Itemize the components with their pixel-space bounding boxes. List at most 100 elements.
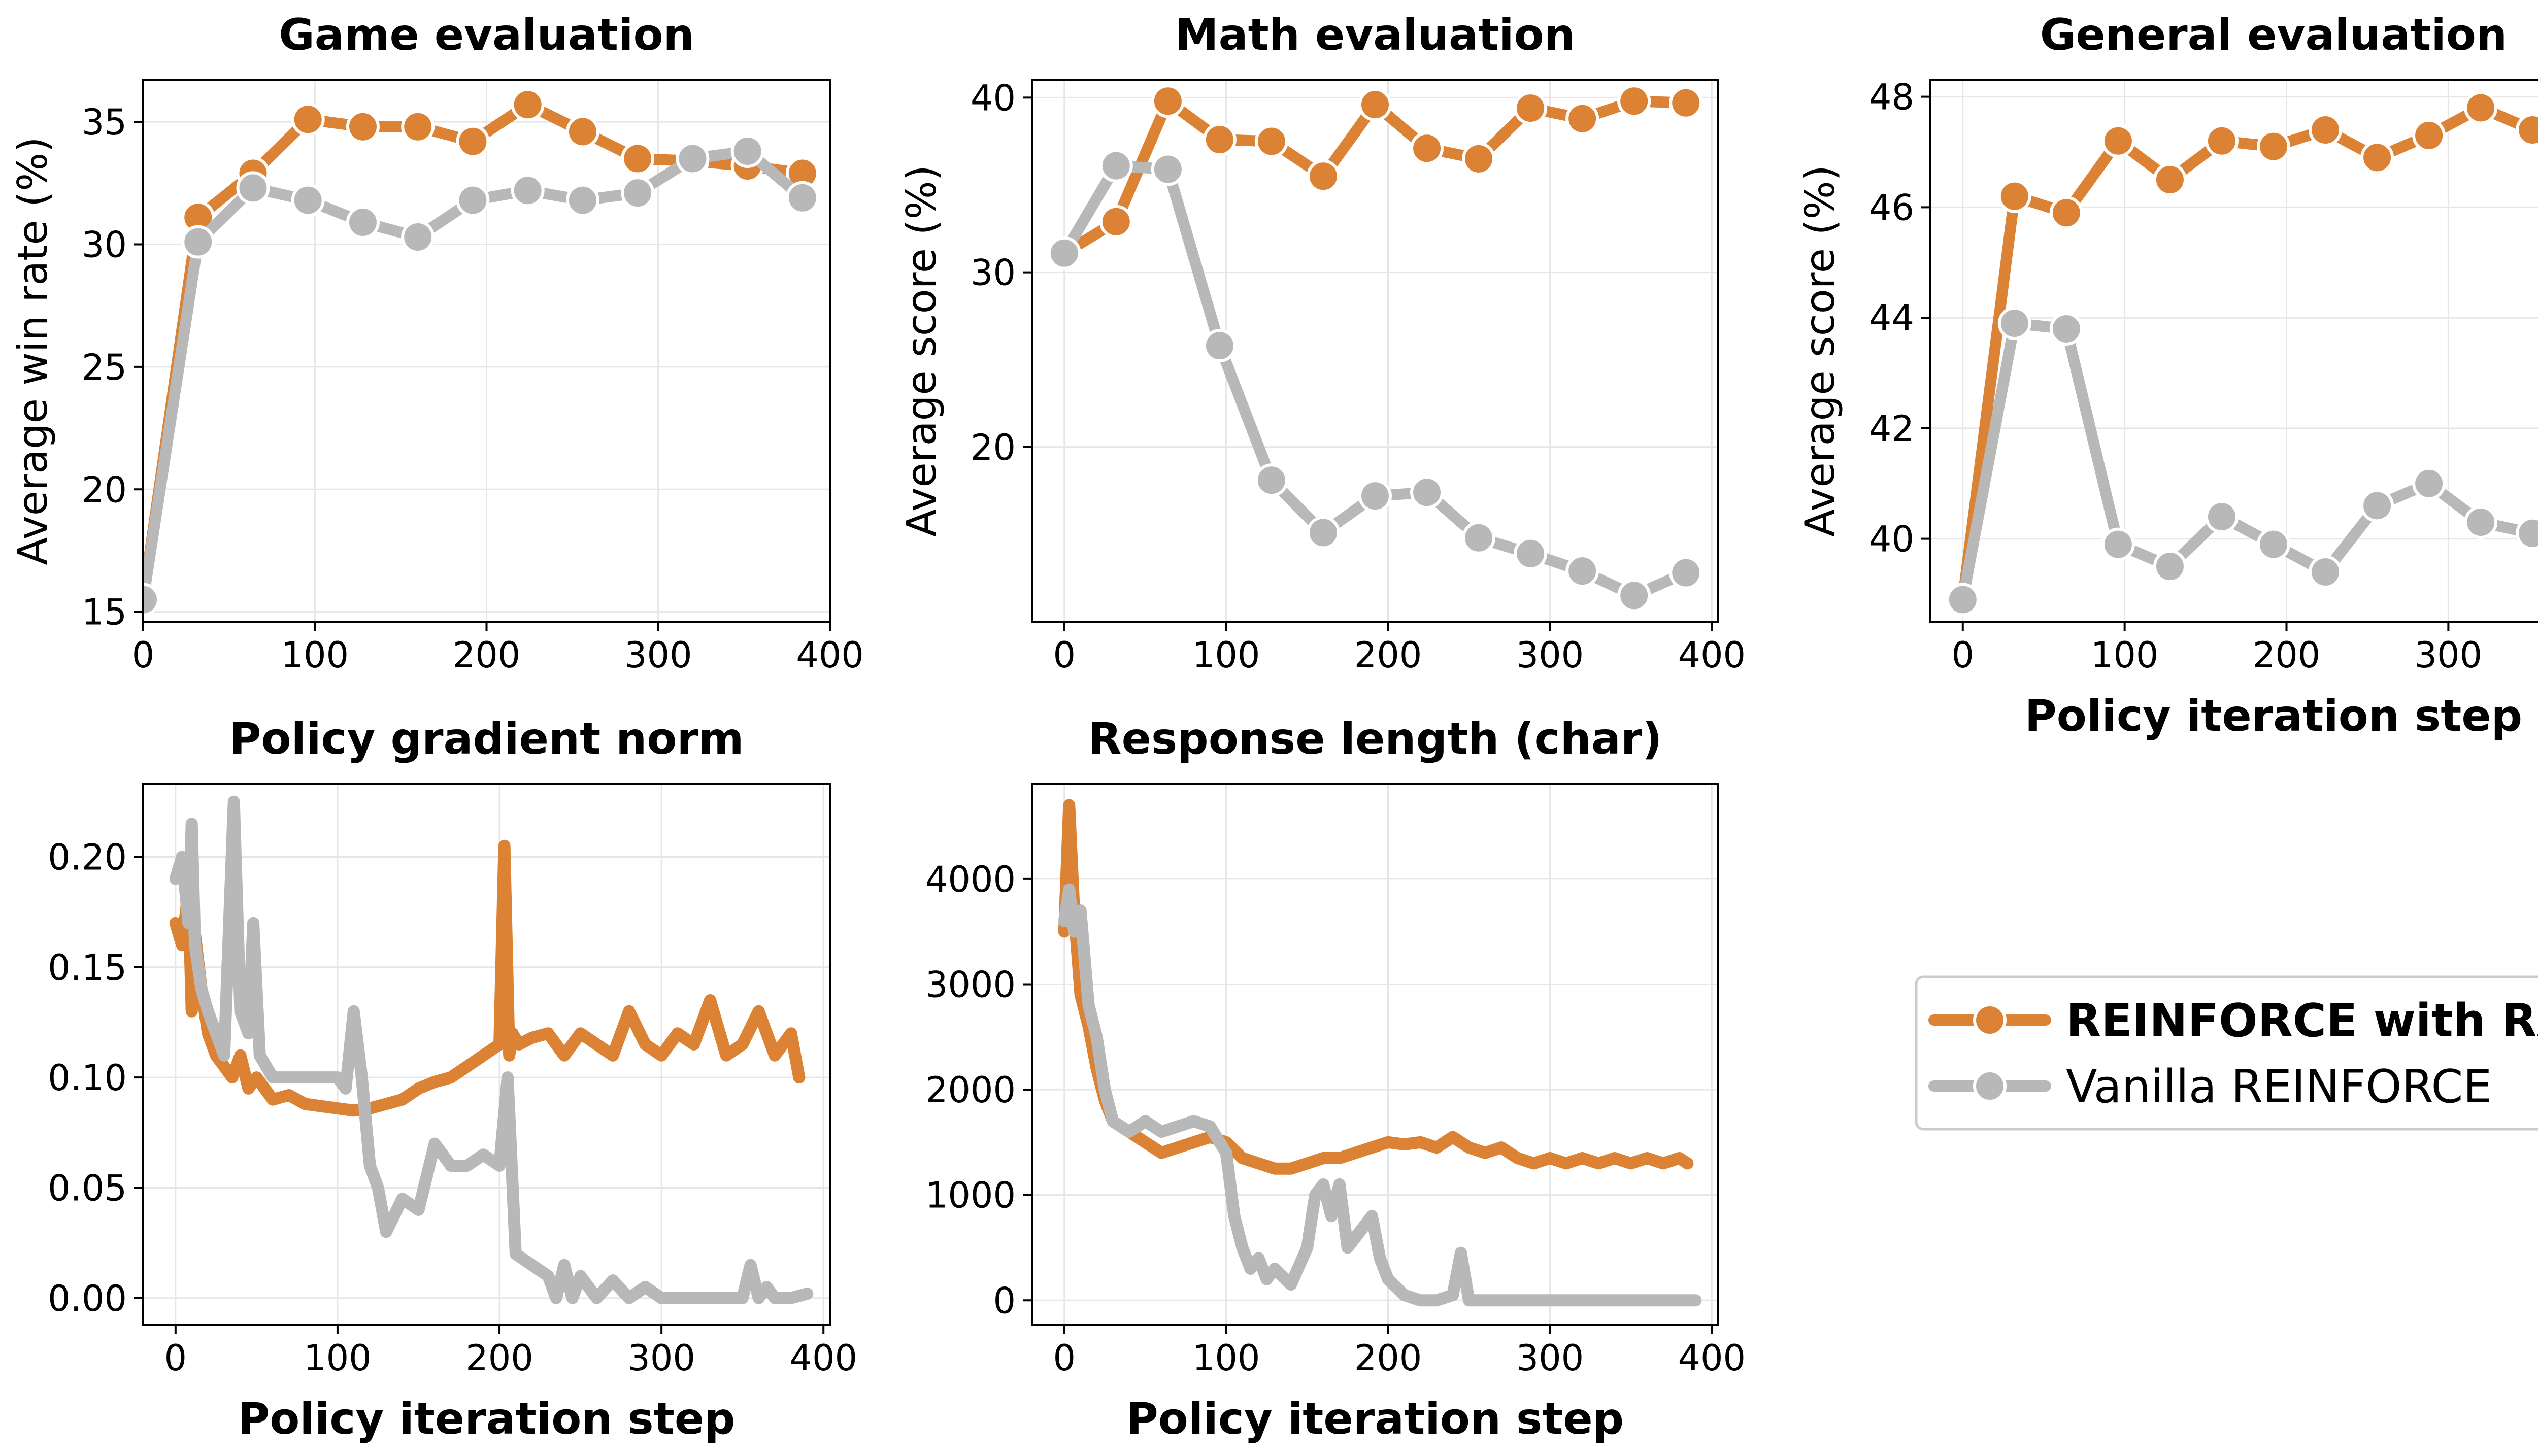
data-point-vanilla xyxy=(1306,516,1340,550)
series-line-vanilla xyxy=(143,146,808,605)
data-point-vanilla xyxy=(346,206,380,240)
x-tick-label: 0 xyxy=(1952,634,1975,676)
y-tick-label: 0.15 xyxy=(48,947,127,989)
data-point-rae xyxy=(1099,205,1133,239)
data-point-vanilla xyxy=(1565,554,1599,588)
data-point-vanilla xyxy=(291,183,325,217)
plot-frame xyxy=(1031,79,1719,623)
data-point-rae xyxy=(456,124,490,158)
x-tick-label: 100 xyxy=(304,1337,372,1379)
data-point-rae xyxy=(565,115,599,149)
data-point-rae xyxy=(1306,159,1340,193)
data-point-vanilla xyxy=(565,183,599,217)
y-tick-label: 0.00 xyxy=(48,1278,127,1319)
data-point-vanilla xyxy=(1462,521,1496,555)
x-tick-label: 200 xyxy=(2253,634,2321,676)
series-line-vanilla xyxy=(1058,160,1692,601)
data-point-rae xyxy=(1254,124,1288,158)
data-point-vanilla xyxy=(785,181,819,215)
plot-frame xyxy=(142,783,831,1326)
data-point-vanilla xyxy=(2309,555,2343,589)
x-tick-label: 0 xyxy=(132,634,155,676)
data-point-rae xyxy=(2412,118,2446,152)
chart-title: Math evaluation xyxy=(1175,10,1575,60)
legend-label-vanilla: Vanilla REINFORCE xyxy=(2066,1060,2492,1113)
data-point-rae xyxy=(2257,129,2290,163)
y-tick-label: 30 xyxy=(971,252,1016,294)
y-tick-label: 1000 xyxy=(925,1175,1016,1216)
legend-marker-rae xyxy=(1973,1003,2007,1037)
y-tick-label: 2000 xyxy=(925,1069,1016,1111)
data-point-rae xyxy=(1514,91,1548,125)
data-point-vanilla xyxy=(2153,550,2187,584)
x-axis-label: Policy iteration step xyxy=(2025,691,2522,741)
data-point-rae xyxy=(291,103,325,137)
x-tick-label: 200 xyxy=(453,634,521,676)
y-tick-label: 20 xyxy=(82,469,127,511)
data-point-rae xyxy=(2360,141,2394,175)
x-tick-label: 100 xyxy=(2091,634,2159,676)
data-point-rae xyxy=(2049,196,2083,230)
y-tick-label: 30 xyxy=(82,224,127,265)
data-point-vanilla xyxy=(730,134,764,168)
x-tick-label: 300 xyxy=(1516,634,1584,676)
data-point-vanilla xyxy=(1358,479,1392,513)
data-point-vanilla xyxy=(2412,466,2446,500)
series-line-rae xyxy=(169,839,806,1117)
legend-marker-vanilla xyxy=(1973,1069,2007,1103)
data-point-rae xyxy=(1617,84,1651,118)
y-axis-label: Average win rate (%) xyxy=(9,137,56,565)
y-axis-label: Average score (%) xyxy=(1796,165,1844,537)
y-tick-label: 44 xyxy=(1869,297,1914,339)
legend-label-rae: REINFORCE with RAE xyxy=(2066,994,2538,1047)
plot-frame xyxy=(1929,79,2538,623)
data-point-rae xyxy=(1410,131,1444,165)
data-point-rae xyxy=(2153,162,2187,196)
y-tick-label: 0 xyxy=(993,1280,1016,1322)
gradnorm-chart: 0 100 200 300 400 0.00 0.05 0.10 0.15 0.20 Policy … xyxy=(48,714,857,1444)
y-tick-label: 40 xyxy=(971,77,1016,119)
data-point-rae xyxy=(2516,113,2538,147)
data-point-vanilla xyxy=(621,176,655,210)
x-tick-label: 300 xyxy=(624,634,692,676)
data-point-vanilla xyxy=(1669,556,1703,590)
x-tick-label: 300 xyxy=(2415,634,2483,676)
series-line-vanilla xyxy=(169,795,814,1304)
y-tick-label: 3000 xyxy=(925,964,1016,1005)
x-tick-label: 400 xyxy=(1678,1337,1746,1379)
x-axis-label: Policy iteration step xyxy=(238,1394,735,1444)
y-tick-label: 35 xyxy=(82,101,127,143)
data-point-rae xyxy=(511,88,545,122)
legend-box xyxy=(1915,975,2538,1131)
data-point-vanilla xyxy=(1514,536,1548,570)
y-tick-label: 40 xyxy=(1869,519,1914,560)
data-point-vanilla xyxy=(1617,579,1651,613)
x-tick-label: 100 xyxy=(1192,634,1260,676)
x-tick-label: 0 xyxy=(1053,634,1076,676)
x-tick-label: 400 xyxy=(796,634,864,676)
series-line-rae xyxy=(1058,799,1694,1175)
data-point-rae xyxy=(2309,113,2343,147)
data-point-rae xyxy=(1462,142,1496,176)
y-tick-label: 48 xyxy=(1869,77,1914,118)
data-point-rae xyxy=(2101,124,2135,158)
math-chart: 0 100 200 300 400 20 30 40 Math evaluation Averag… xyxy=(898,10,1746,676)
chart-title: Game evaluation xyxy=(279,10,694,60)
data-point-vanilla xyxy=(1254,463,1288,497)
y-tick-label: 42 xyxy=(1869,408,1914,450)
plot-frame xyxy=(1031,783,1719,1326)
data-point-vanilla xyxy=(401,220,435,254)
data-point-rae xyxy=(346,110,380,144)
series-line-vanilla xyxy=(1957,318,2538,605)
x-tick-label: 200 xyxy=(465,1337,533,1379)
data-point-vanilla xyxy=(2257,527,2290,561)
data-point-rae xyxy=(2464,91,2498,125)
data-point-vanilla xyxy=(2101,527,2135,561)
y-tick-label: 4000 xyxy=(925,859,1016,900)
data-point-rae xyxy=(1151,84,1185,118)
y-tick-label: 0.05 xyxy=(48,1167,127,1209)
data-point-vanilla xyxy=(1203,329,1237,363)
x-tick-label: 200 xyxy=(1354,634,1422,676)
legend: REINFORCE with RAE Vanilla REINFORCE xyxy=(1915,975,2538,1131)
data-point-vanilla xyxy=(1151,152,1185,186)
